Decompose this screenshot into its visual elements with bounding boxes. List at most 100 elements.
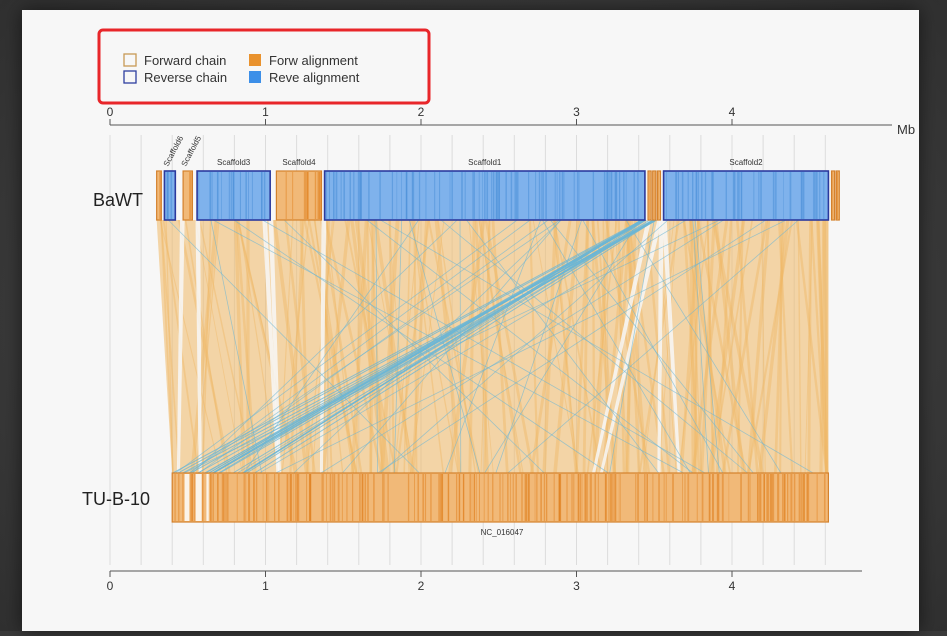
bottom-axis: 0 1 2 3 4 <box>107 570 862 593</box>
bottom-axis-tick-label: 4 <box>729 579 736 593</box>
forward-link <box>388 220 395 473</box>
forward-link <box>582 220 590 473</box>
forward-link <box>325 220 355 473</box>
forward-link <box>184 220 228 473</box>
unaligned-gap <box>206 474 209 521</box>
bottom-axis-tick-label: 3 <box>573 579 580 593</box>
forward-link <box>822 220 829 473</box>
forward-link <box>604 220 651 473</box>
forward-link <box>693 220 700 473</box>
forward-link <box>413 220 418 473</box>
forward-link <box>478 220 524 473</box>
reverse-link <box>213 219 657 474</box>
forward-link <box>480 220 490 473</box>
forward-link <box>160 220 174 473</box>
forward-link <box>553 220 581 473</box>
forward-link <box>195 220 220 473</box>
reverse-link <box>444 219 542 474</box>
forward-link <box>707 220 746 473</box>
legend-swatch-forw-alignment <box>249 54 261 66</box>
forward-link <box>238 220 279 473</box>
forward-link <box>468 220 494 473</box>
reverse-link <box>188 219 561 474</box>
reverse-link <box>210 219 263 474</box>
legend-swatch-reverse-chain <box>123 70 137 84</box>
forward-link <box>281 220 310 473</box>
reverse-link <box>189 219 531 474</box>
forward-link <box>758 220 790 473</box>
forward-link <box>289 220 305 473</box>
forward-link <box>761 220 766 473</box>
forward-link <box>190 220 219 473</box>
reverse-link <box>211 219 645 474</box>
forward-link <box>679 220 701 473</box>
forward-link <box>706 220 714 473</box>
forward-link <box>746 220 771 473</box>
forward-link <box>816 220 829 473</box>
forward-link <box>366 220 373 473</box>
bottom-axis-tick-label: 2 <box>418 579 425 593</box>
forward-link <box>735 220 759 473</box>
forward-link <box>774 220 785 473</box>
synteny-diagram: Forward chain Forw alignment Reverse cha… <box>82 28 915 593</box>
forward-link <box>448 220 486 473</box>
reverse-link <box>495 219 583 474</box>
forward-link <box>468 220 476 473</box>
unaligned-gap <box>184 474 190 521</box>
forward-link <box>700 220 716 473</box>
reverse-link <box>190 219 656 474</box>
reverse-link <box>692 219 709 474</box>
forward-link <box>272 220 309 473</box>
forward-link <box>284 220 316 473</box>
forward-link <box>625 220 641 473</box>
forward-link <box>706 220 715 473</box>
reverse-link <box>694 219 720 474</box>
top-axis-tick-label: 4 <box>729 105 736 119</box>
scaffold-label: Scaffold4 <box>282 158 316 167</box>
reverse-link <box>198 219 549 474</box>
forward-link <box>645 220 671 473</box>
forward-link <box>795 220 828 473</box>
reverse-link <box>549 219 754 474</box>
top-axis-tick-label: 3 <box>573 105 580 119</box>
forward-link <box>278 220 294 473</box>
forward-link <box>689 220 702 473</box>
top-genome-track <box>156 170 840 221</box>
link-gap <box>268 220 282 473</box>
scaffold-block <box>163 170 177 221</box>
forward-link <box>593 220 610 473</box>
forward-link <box>689 220 727 473</box>
reverse-link <box>377 219 767 474</box>
forward-link <box>234 220 246 473</box>
bottom-axis-tick-label: 1 <box>262 579 269 593</box>
forward-link <box>658 220 678 473</box>
bottom-genome-track <box>171 472 830 523</box>
legend-swatch-reve-alignment <box>249 71 261 83</box>
reverse-link <box>375 219 378 474</box>
top-axis-tick-label: 2 <box>418 105 425 119</box>
forward-link <box>694 220 697 473</box>
link-gap <box>176 220 185 473</box>
top-axis-tick-label: 0 <box>107 105 114 119</box>
scaffold-label: Scaffold2 <box>729 158 763 167</box>
genome-label-bottom: TU-B-10 <box>82 489 150 509</box>
forward-link <box>696 220 747 473</box>
forward-link <box>553 220 602 473</box>
forward-link <box>344 220 397 473</box>
reverse-link <box>625 219 782 474</box>
top-axis: 0 1 2 3 4 Mb <box>107 105 915 137</box>
legend-label-reverse-chain: Reverse chain <box>144 70 227 85</box>
forward-link <box>177 220 231 473</box>
top-axis-tick-label: 1 <box>262 105 269 119</box>
link-gap <box>599 220 663 473</box>
forward-link <box>542 220 558 473</box>
forward-link <box>474 220 490 473</box>
forward-link <box>491 220 509 473</box>
forward-link <box>165 220 174 473</box>
link-gap <box>195 220 202 473</box>
forward-link <box>682 220 701 473</box>
forward-link <box>715 220 733 473</box>
reverse-link <box>259 219 687 474</box>
